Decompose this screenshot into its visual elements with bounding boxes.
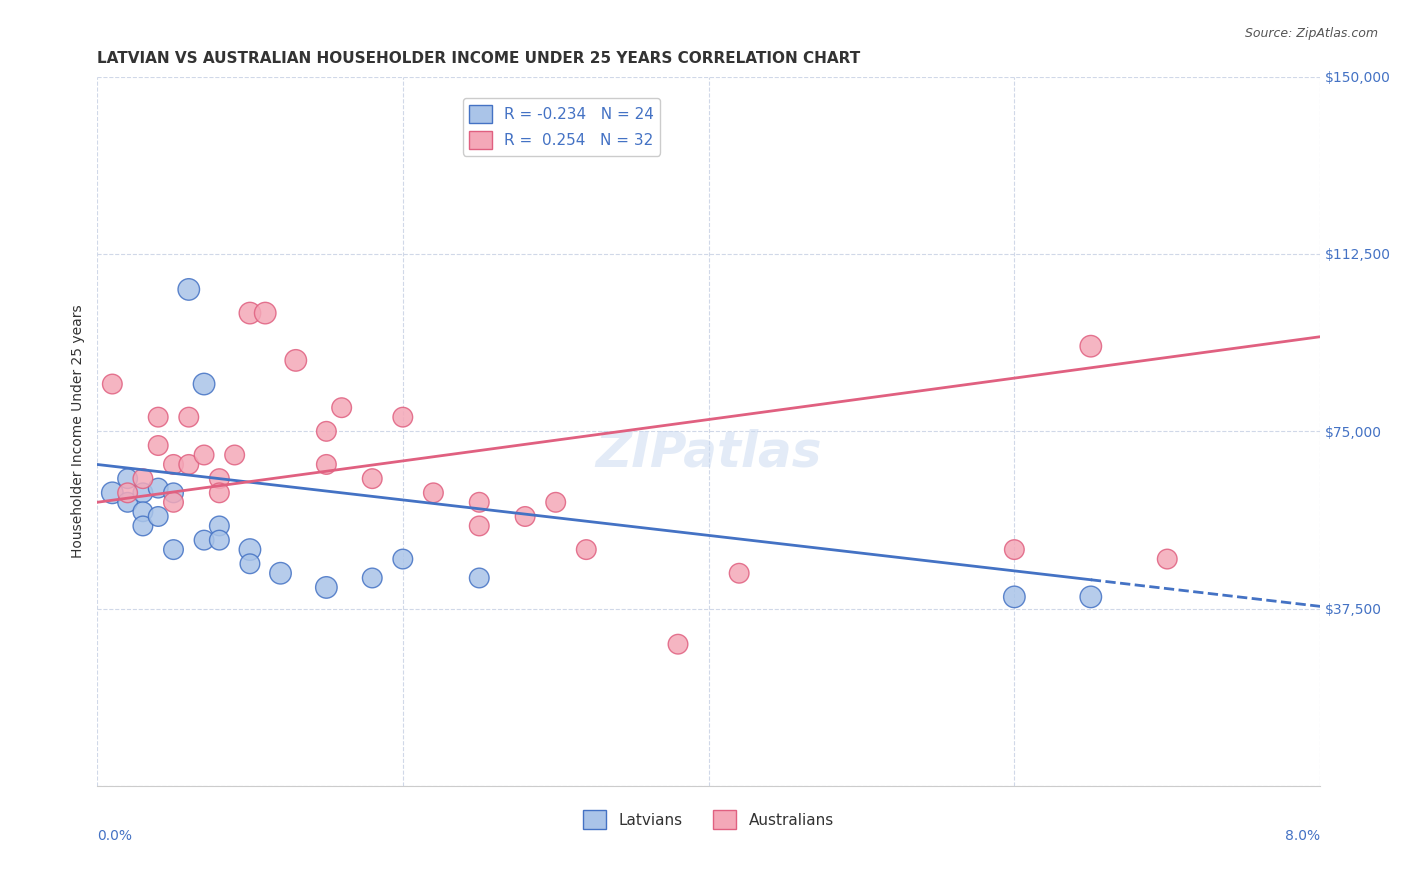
Y-axis label: Householder Income Under 25 years: Householder Income Under 25 years — [72, 304, 86, 558]
Point — [193, 377, 215, 392]
Point — [208, 519, 231, 533]
Point — [544, 495, 567, 509]
Point — [132, 472, 155, 486]
Point — [193, 448, 215, 462]
Point — [162, 486, 184, 500]
Point — [239, 557, 262, 571]
Point — [162, 495, 184, 509]
Point — [391, 410, 413, 425]
Point — [208, 486, 231, 500]
Text: ZIPatlas: ZIPatlas — [595, 429, 823, 476]
Point — [132, 505, 155, 519]
Point — [513, 509, 536, 524]
Point — [270, 566, 292, 581]
Point — [254, 306, 277, 320]
Point — [1002, 542, 1025, 557]
Point — [162, 542, 184, 557]
Point — [330, 401, 353, 415]
Point — [468, 495, 491, 509]
Point — [177, 282, 200, 296]
Point — [132, 486, 155, 500]
Point — [284, 353, 307, 368]
Point — [132, 519, 155, 533]
Point — [1156, 552, 1178, 566]
Point — [666, 637, 689, 651]
Point — [1002, 590, 1025, 604]
Point — [575, 542, 598, 557]
Point — [117, 486, 139, 500]
Point — [391, 552, 413, 566]
Point — [361, 472, 384, 486]
Point — [101, 377, 124, 392]
Point — [239, 306, 262, 320]
Point — [148, 481, 170, 495]
Point — [208, 533, 231, 548]
Point — [162, 458, 184, 472]
Point — [728, 566, 751, 581]
Point — [193, 533, 215, 548]
Point — [315, 581, 337, 595]
Point — [177, 458, 200, 472]
Point — [239, 542, 262, 557]
Point — [177, 410, 200, 425]
Point — [117, 472, 139, 486]
Point — [315, 458, 337, 472]
Text: 0.0%: 0.0% — [97, 829, 132, 843]
Text: Source: ZipAtlas.com: Source: ZipAtlas.com — [1244, 27, 1378, 40]
Point — [315, 425, 337, 439]
Text: LATVIAN VS AUSTRALIAN HOUSEHOLDER INCOME UNDER 25 YEARS CORRELATION CHART: LATVIAN VS AUSTRALIAN HOUSEHOLDER INCOME… — [97, 51, 860, 66]
Point — [117, 495, 139, 509]
Point — [208, 472, 231, 486]
Point — [224, 448, 246, 462]
Point — [1080, 590, 1102, 604]
Point — [422, 486, 444, 500]
Point — [1080, 339, 1102, 353]
Point — [468, 519, 491, 533]
Legend: Latvians, Australians: Latvians, Australians — [578, 805, 839, 835]
Point — [148, 509, 170, 524]
Point — [101, 486, 124, 500]
Point — [148, 438, 170, 452]
Point — [361, 571, 384, 585]
Point — [148, 410, 170, 425]
Point — [468, 571, 491, 585]
Text: 8.0%: 8.0% — [1285, 829, 1320, 843]
